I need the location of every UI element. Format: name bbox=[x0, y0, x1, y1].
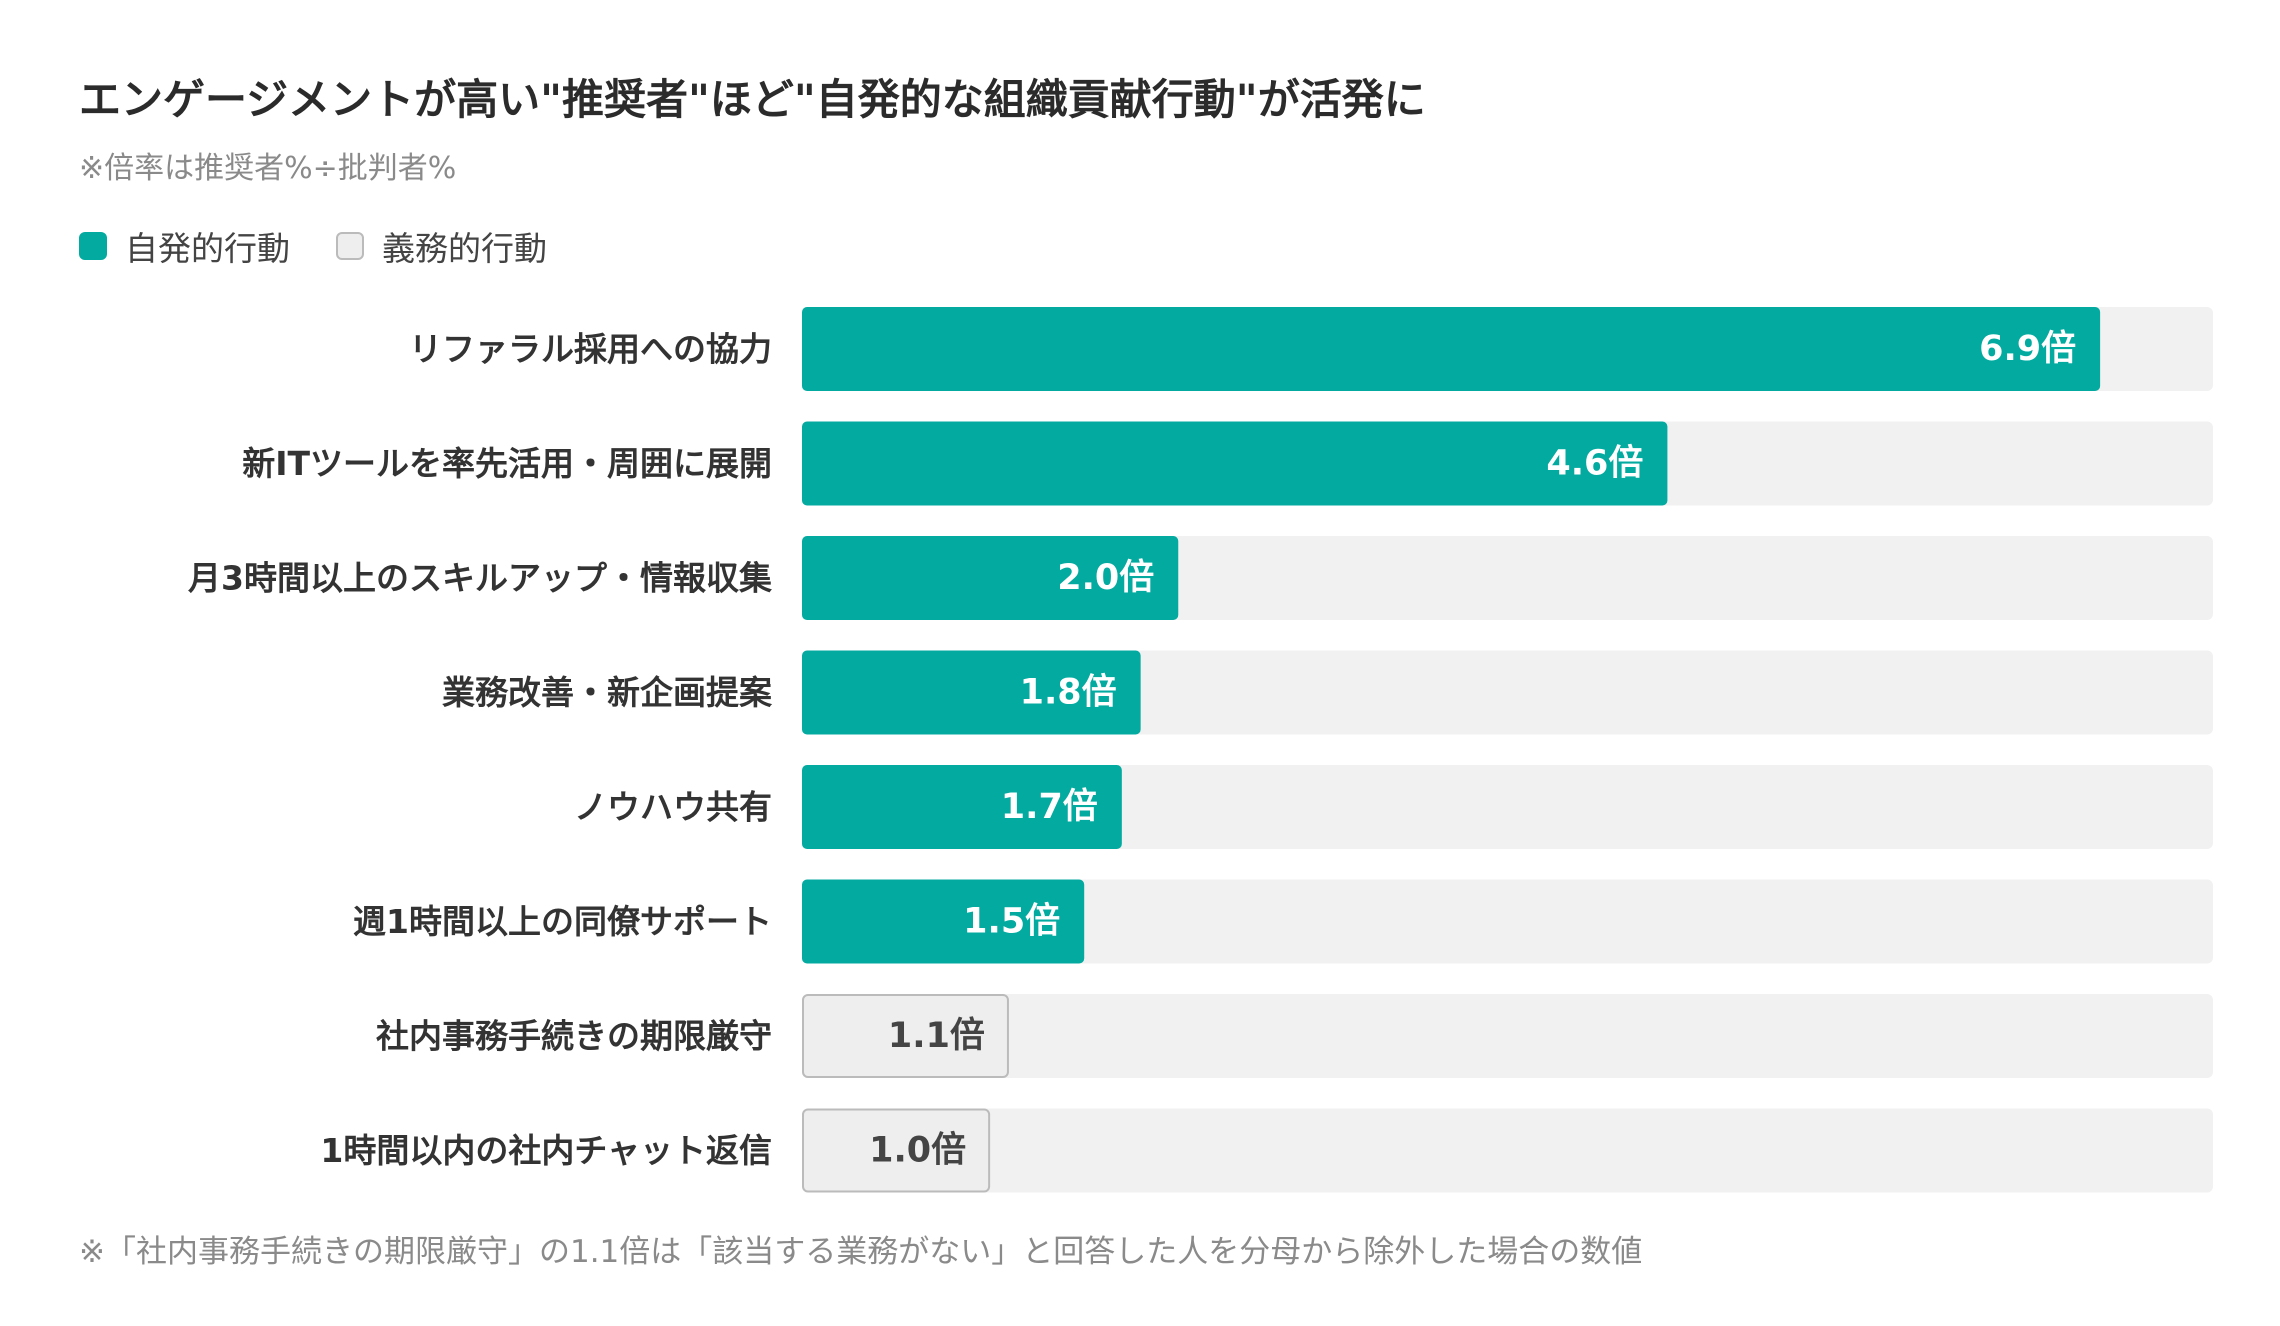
bar-value-label: 6.9倍 bbox=[1979, 329, 2076, 369]
legend-swatch-obligatory bbox=[336, 232, 364, 260]
bar-value-label: 1.8倍 bbox=[1020, 673, 1117, 713]
category-label: 週1時間以上の同僚サポート bbox=[353, 902, 772, 941]
bar-obligatory bbox=[802, 1108, 991, 1193]
bar-value-label: 2.0倍 bbox=[1057, 558, 1154, 598]
chart-subtitle: ※倍率は推奨者%÷批判者% bbox=[79, 151, 457, 186]
legend-swatch-voluntary bbox=[79, 232, 107, 260]
legend: 自発的行動 義務的行動 bbox=[79, 222, 547, 270]
legend-label-voluntary: 自発的行動 bbox=[125, 229, 290, 268]
bar-obligatory bbox=[802, 994, 1009, 1078]
footnote: ※「社内事務手続きの期限厳守」の1.1倍は「該当する業務がない」と回答した人を分… bbox=[79, 1234, 1643, 1270]
category-label: 新ITツールを率先活用・周囲に展開 bbox=[242, 444, 772, 483]
category-label: 月3時間以上のスキルアップ・情報収集 bbox=[188, 559, 772, 598]
bar-value-label: 1.5倍 bbox=[963, 902, 1060, 942]
bar-value-label: 1.7倍 bbox=[1001, 787, 1098, 827]
bar-track bbox=[802, 879, 2213, 964]
bar-voluntary bbox=[802, 879, 1085, 964]
bar-track bbox=[802, 1108, 2213, 1193]
bar-value-label: 4.6倍 bbox=[1546, 444, 1643, 484]
legend-item-voluntary: 自発的行動 bbox=[79, 222, 290, 270]
bar-voluntary bbox=[802, 307, 2101, 391]
category-label: 業務改善・新企画提案 bbox=[442, 673, 773, 712]
bar-voluntary bbox=[802, 650, 1141, 735]
category-label: 社内事務手続きの期限厳守 bbox=[376, 1017, 772, 1056]
bar-track bbox=[802, 994, 2213, 1078]
bar-voluntary bbox=[802, 536, 1179, 620]
category-label: リファラル採用への協力 bbox=[409, 330, 772, 369]
bar-voluntary bbox=[802, 421, 1668, 506]
category-label: 1時間以内の社内チャット返信 bbox=[320, 1131, 772, 1170]
legend-item-obligatory: 義務的行動 bbox=[336, 222, 547, 270]
legend-label-obligatory: 義務的行動 bbox=[382, 229, 547, 268]
bar-value-label: 1.0倍 bbox=[869, 1131, 966, 1171]
category-label: ノウハウ共有 bbox=[574, 788, 772, 827]
bar-voluntary bbox=[802, 765, 1122, 849]
chart-title: エンゲージメントが高い"推奨者"ほど"自発的な組織貢献行動"が活発に bbox=[79, 75, 1426, 124]
bar-track bbox=[802, 765, 2213, 849]
bar-track bbox=[802, 650, 2213, 735]
bar-value-label: 1.1倍 bbox=[888, 1016, 985, 1056]
